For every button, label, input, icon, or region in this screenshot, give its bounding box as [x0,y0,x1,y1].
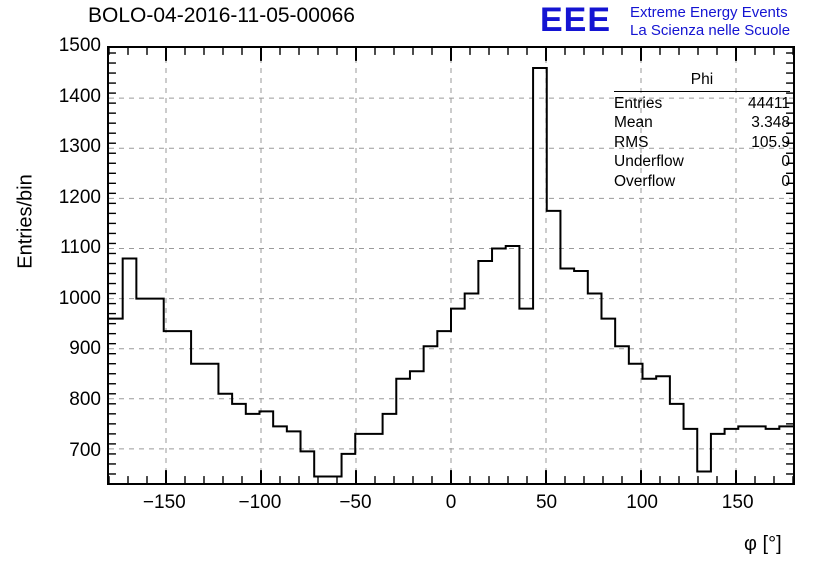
stats-row: Entries 44411 [614,94,790,114]
stats-row-key: Entries [614,94,663,112]
page-title: BOLO-04-2016-11-05-00066 [88,4,355,27]
x-tick-label: 100 [626,492,658,513]
x-axis-title: φ [°] [744,533,782,555]
eee-logo-mark: EEE [540,1,612,39]
stats-row-value: 0 [781,153,790,170]
stats-row-value: 0 [781,172,790,190]
stats-row-value: 3.348 [751,114,790,131]
histogram-step-line [109,68,793,476]
y-tick-label: 1000 [58,287,101,309]
eee-logo-line2: La Scienza nelle Scuole [630,22,791,39]
histogram-plot [109,48,793,483]
y-tick-label: 700 [69,439,101,461]
stats-rows: Entries 44411 Mean 3.348 RMS 105.9 Underflow 0 O… [614,94,790,192]
stats-row-key: RMS [614,133,649,151]
x-axis-tick-labels: −150 −100 −50 0 50 100 150 [107,492,795,518]
y-tick-label: 1300 [58,136,101,158]
y-tick-label: 900 [69,338,101,360]
stats-divider [614,90,790,92]
x-tick-label: −50 [339,492,372,513]
stats-row-key: Mean [614,114,653,131]
y-tick-label: 1400 [58,85,101,107]
x-tick-label: 50 [535,492,558,513]
x-tick-label: −100 [238,492,282,513]
x-tick-label: −150 [142,492,186,513]
eee-logo-line1: Extreme Energy Events [630,4,788,21]
stats-row: RMS 105.9 [614,133,790,153]
x-tick-label: 150 [721,492,754,513]
axis-ticks [109,48,793,483]
stats-row-value: 44411 [748,94,790,112]
y-axis-tick-labels: 700 800 900 1000 1100 1200 1300 1400 1500 [0,35,101,485]
stats-row: Overflow 0 [614,172,790,192]
y-tick-label: 1500 [58,35,101,56]
eee-logo: EEE Extreme Energy Events La Scienza nel… [540,2,832,42]
plot-frame [107,46,795,485]
stats-row-value: 105.9 [751,133,790,151]
x-tick-label: 0 [445,492,457,513]
y-tick-label: 800 [69,389,101,411]
y-tick-label: 1200 [58,186,101,208]
y-tick-label: 1100 [60,237,101,259]
stats-title: Phi [690,71,714,88]
stats-row-key: Overflow [614,172,676,190]
stats-row-key: Underflow [614,153,684,170]
stats-box: Phi Entries 44411 Mean 3.348 RMS 105.9 Underfl… [614,70,790,191]
stats-row: Underflow 0 [614,152,790,172]
stats-row: Mean 3.348 [614,113,790,133]
